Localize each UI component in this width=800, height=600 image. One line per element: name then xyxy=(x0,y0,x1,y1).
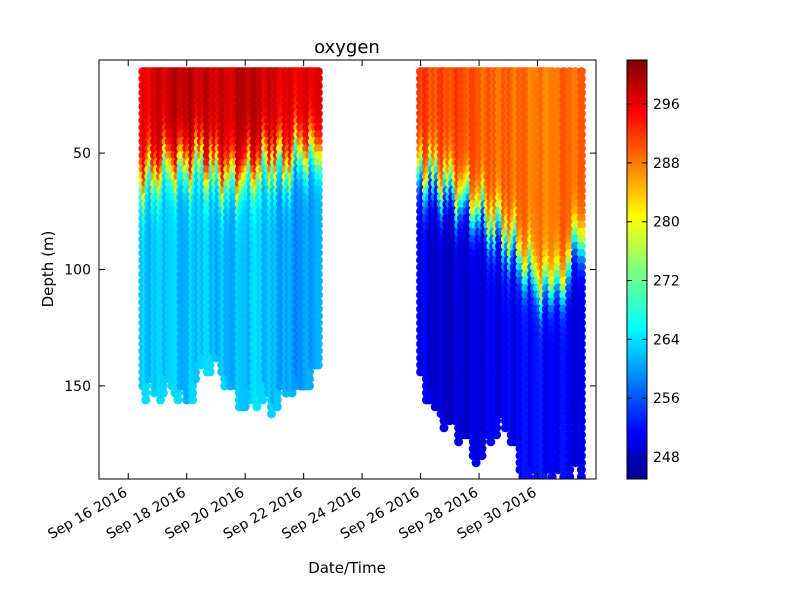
oxygen-point xyxy=(188,388,198,398)
oxygen-point xyxy=(141,381,151,391)
oxygen-point xyxy=(258,395,268,405)
oxygen-point xyxy=(173,395,183,405)
oxygen-point xyxy=(155,395,165,405)
oxygen-point xyxy=(141,388,151,398)
oxygen-point xyxy=(267,409,276,419)
oxygen-point xyxy=(158,388,168,398)
chart-title: oxygen xyxy=(314,37,380,58)
oxygen-point xyxy=(191,367,200,377)
oxygen-point xyxy=(492,430,502,440)
oxygen-point xyxy=(477,451,487,461)
oxygen-point xyxy=(305,381,314,391)
oxygen-point xyxy=(191,374,200,384)
oxygen-point xyxy=(173,388,183,398)
oxygen-point xyxy=(252,402,262,412)
scatter-data xyxy=(138,67,586,479)
oxygen-point xyxy=(188,381,198,391)
oxygen-point xyxy=(313,360,323,370)
oxygen-point xyxy=(524,472,534,479)
oxygen-point xyxy=(141,395,151,405)
oxygen-point xyxy=(158,381,168,391)
oxygen-point xyxy=(205,367,215,377)
oxygen-point xyxy=(188,395,198,405)
oxygen-point xyxy=(486,437,496,447)
oxygen-point xyxy=(272,402,282,412)
profile-cast xyxy=(313,67,323,370)
oxygen-point xyxy=(439,423,449,433)
